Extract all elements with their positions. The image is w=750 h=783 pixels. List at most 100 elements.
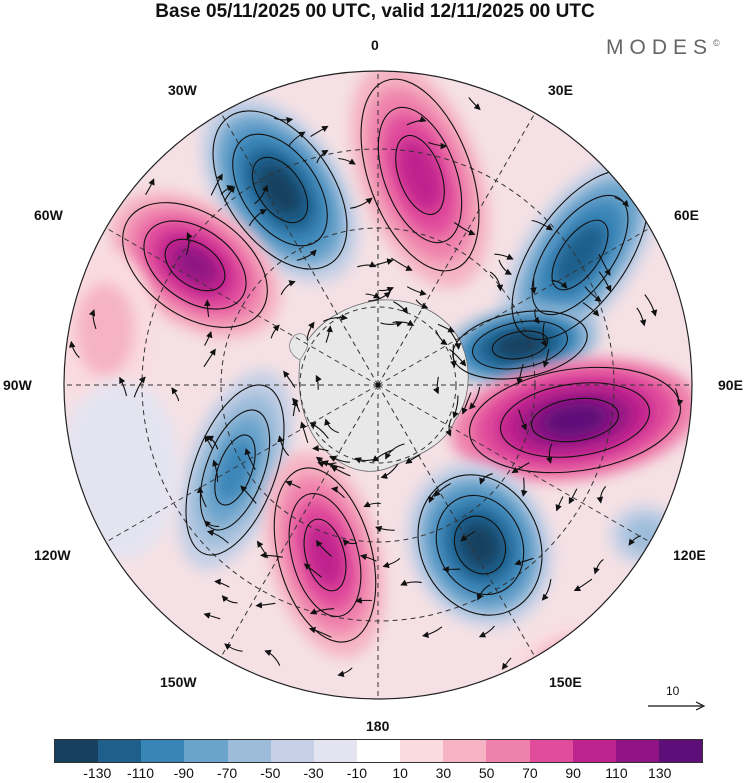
meridian-line xyxy=(377,384,651,543)
wind-arrow xyxy=(598,253,611,277)
colorbar-swatch xyxy=(55,740,99,762)
wind-arrow xyxy=(382,557,401,569)
wind-arrow xyxy=(204,330,213,346)
wind-arrow xyxy=(210,173,223,196)
colorbar-swatch xyxy=(443,740,487,762)
wind-arrow xyxy=(593,559,604,575)
wind-arrow xyxy=(203,520,220,528)
wind-arrow xyxy=(350,197,373,209)
wind-arrow xyxy=(308,626,332,638)
wind-arrow xyxy=(288,131,306,147)
wind-arrow xyxy=(469,386,481,410)
wind-arrow xyxy=(405,454,421,464)
wind-arrow xyxy=(421,626,443,638)
wind-arrow xyxy=(461,392,472,415)
lon-label-0: 0 xyxy=(371,37,379,53)
lon-label-150w: 150W xyxy=(160,674,197,690)
anomaly-contour xyxy=(172,245,218,285)
streamline-loop xyxy=(214,434,256,506)
anomaly-contour xyxy=(624,517,666,553)
wind-arrow xyxy=(283,370,296,388)
streamline-loop xyxy=(143,220,247,310)
reference-vector-arrow xyxy=(648,701,706,711)
wind-arrow xyxy=(573,578,593,591)
wind-arrow xyxy=(468,97,481,111)
streamline-loop xyxy=(435,494,525,596)
wind-arrow xyxy=(598,271,612,293)
wind-arrow xyxy=(224,643,243,652)
wind-arrow xyxy=(244,447,256,471)
wind-arrow xyxy=(435,329,448,346)
wind-arrow xyxy=(452,395,459,419)
wind-arrow xyxy=(280,280,296,295)
streamline-loop xyxy=(491,330,549,360)
streamline-loop xyxy=(185,384,285,556)
wind-arrow xyxy=(445,418,452,437)
anomaly-contour xyxy=(554,223,606,287)
wind-arrow xyxy=(88,309,97,330)
wind-arrow xyxy=(450,344,457,368)
colorbar-tick-label: -90 xyxy=(173,765,194,781)
lon-label-30w: 30W xyxy=(168,82,197,98)
colorbar xyxy=(54,739,703,763)
wind-arrow xyxy=(171,387,180,402)
colorbar-tick-label: -130 xyxy=(83,765,112,781)
colorbar-swatch xyxy=(572,740,616,762)
wind-arrow xyxy=(415,299,429,309)
colorbar-tick-label: 10 xyxy=(392,765,408,781)
wind-arrow xyxy=(400,579,422,586)
wind-arrow xyxy=(185,231,193,255)
wind-arrow xyxy=(533,308,540,324)
wind-arrow xyxy=(331,486,345,499)
wind-arrow xyxy=(674,388,684,407)
colorbar-tick-label: 30 xyxy=(435,765,452,781)
streamline-loop xyxy=(199,409,271,531)
chart-title: Base 05/11/2025 00 UTC, valid 12/11/2025… xyxy=(155,1,595,22)
wind-arrow xyxy=(584,286,602,302)
anomaly-contour xyxy=(85,417,155,523)
wind-arrow xyxy=(133,376,146,398)
wind-arrow xyxy=(119,376,128,397)
wind-arrow xyxy=(636,307,647,327)
wind-arrow xyxy=(338,157,356,165)
wind-arrow xyxy=(494,253,514,260)
wind-streamlines xyxy=(68,78,684,678)
wind-arrow xyxy=(501,657,512,670)
colorbar-tick-label: -10 xyxy=(346,765,367,781)
wind-arrow xyxy=(478,625,495,638)
colorbar-swatch xyxy=(141,740,185,762)
wind-arrow xyxy=(206,529,229,544)
wind-arrow xyxy=(337,667,353,678)
wind-arrow xyxy=(264,649,281,666)
wind-arrow xyxy=(432,376,440,395)
streamline-loop xyxy=(288,493,362,617)
colorbar-swatch xyxy=(658,740,703,762)
wind-arrow xyxy=(406,115,427,126)
meridian-line xyxy=(220,112,379,386)
wind-arrow xyxy=(427,141,448,150)
wind-arrow xyxy=(449,348,467,367)
wind-arrow xyxy=(240,485,257,504)
wind-arrow xyxy=(315,374,322,390)
colorbar-tick-label: 110 xyxy=(605,765,628,781)
wind-arrow xyxy=(450,331,462,350)
wind-arrow xyxy=(255,601,276,609)
reference-vector-label: 10 xyxy=(666,684,680,698)
wind-arrow xyxy=(196,486,207,508)
colorbar-swatch xyxy=(184,740,228,762)
wind-arrow xyxy=(453,222,476,236)
wind-arrow xyxy=(204,435,214,450)
wind-arrow xyxy=(437,323,455,333)
wind-arrow xyxy=(380,463,399,479)
colorbar-tick-label: 90 xyxy=(565,765,581,781)
wind-arrow xyxy=(511,462,530,474)
meridian-line xyxy=(377,112,536,386)
wind-arrow xyxy=(309,608,335,615)
wind-arrow xyxy=(342,538,358,547)
wind-arrow xyxy=(531,219,553,231)
wind-arrow xyxy=(145,178,155,195)
lon-label-180: 180 xyxy=(366,718,390,734)
colorbar-tick-label: 70 xyxy=(522,765,538,781)
polar-map xyxy=(63,70,693,700)
wind-arrow xyxy=(541,579,552,601)
